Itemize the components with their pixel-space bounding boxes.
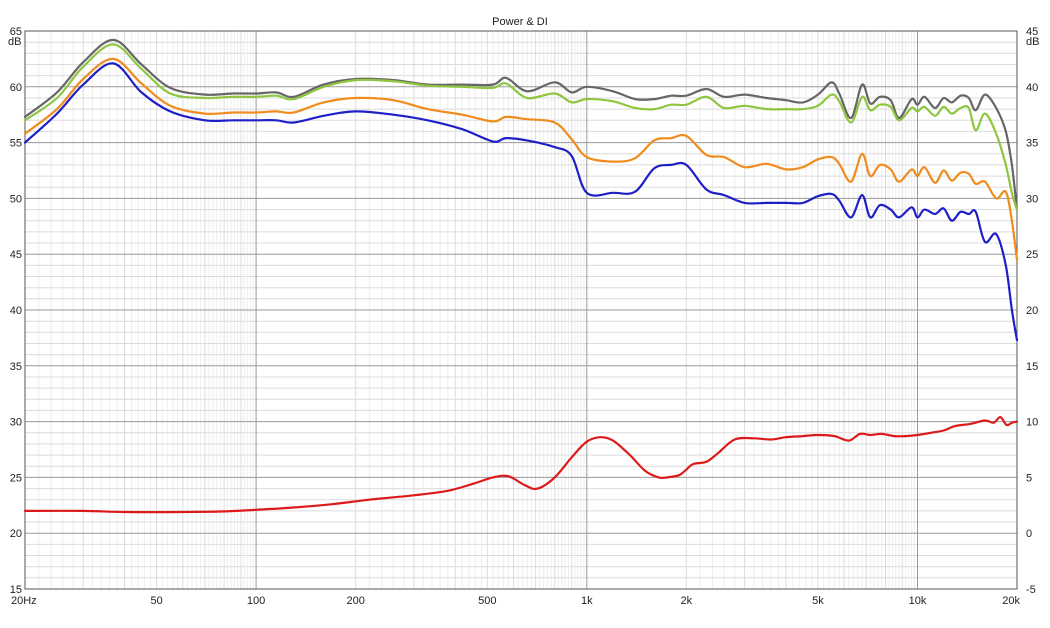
- left-y-tick-label: 30: [10, 417, 22, 429]
- major-grid: [25, 30, 1017, 590]
- right-y-tick-label: -5: [1026, 584, 1036, 596]
- x-tick-label: 200: [347, 595, 365, 607]
- left-y-tick-label: 60: [10, 82, 22, 94]
- right-y-tick-label: 40: [1026, 82, 1038, 94]
- left-y-tick-label: 20: [10, 528, 22, 540]
- x-axis-ticks: 20Hz 50 100 200 500 1k 2k 5k 10k 20k: [11, 595, 1020, 607]
- series-line-1: [23, 38, 1019, 211]
- right-y-tick-label: 25: [1026, 249, 1038, 261]
- right-y-tick-label: 30: [1026, 193, 1038, 205]
- right-y-tick-label: 0: [1026, 528, 1032, 540]
- right-y-tick-label: 20: [1026, 305, 1038, 317]
- chart-title: Power & DI: [492, 16, 548, 28]
- right-unit-label: dB: [1026, 36, 1039, 48]
- right-axis-ticks: 45 40 35 30 25 20 15 10 5 0 -5: [1026, 26, 1038, 596]
- left-y-tick-label: 55: [10, 138, 22, 150]
- series-line-2: [23, 43, 1019, 211]
- series-line-3: [23, 57, 1019, 261]
- left-y-tick-label: 25: [10, 472, 22, 484]
- x-tick-label: 10k: [909, 595, 927, 607]
- left-y-tick-label: 40: [10, 305, 22, 317]
- plot-frame: [24, 30, 1018, 590]
- left-y-tick-label: 50: [10, 193, 22, 205]
- right-y-tick-label: 45: [1026, 26, 1038, 38]
- right-y-tick-label: 5: [1026, 472, 1032, 484]
- right-y-tick-label: 10: [1026, 417, 1038, 429]
- x-tick-label: 1k: [581, 595, 593, 607]
- x-tick-label: 20Hz: [11, 595, 37, 607]
- left-y-tick-label: 45: [10, 249, 22, 261]
- series-layer: [23, 38, 1019, 514]
- series-line-4: [23, 62, 1019, 342]
- series-line-5: [23, 416, 1019, 514]
- right-y-tick-label: 35: [1026, 138, 1038, 150]
- x-tick-label: 20k: [1002, 595, 1020, 607]
- left-y-tick-label: 65: [10, 26, 22, 38]
- right-y-tick-label: 15: [1026, 361, 1038, 373]
- x-tick-label: 50: [150, 595, 162, 607]
- left-y-tick-label: 15: [10, 584, 22, 596]
- x-tick-label: 5k: [812, 595, 824, 607]
- x-tick-label: 500: [478, 595, 496, 607]
- x-tick-label: 2k: [680, 595, 692, 607]
- left-axis-ticks: 65 60 55 50 45 40 35 30 25 20 15: [10, 26, 22, 596]
- left-unit-label: dB: [8, 36, 21, 48]
- x-tick-label: 100: [247, 595, 265, 607]
- left-y-tick-label: 35: [10, 361, 22, 373]
